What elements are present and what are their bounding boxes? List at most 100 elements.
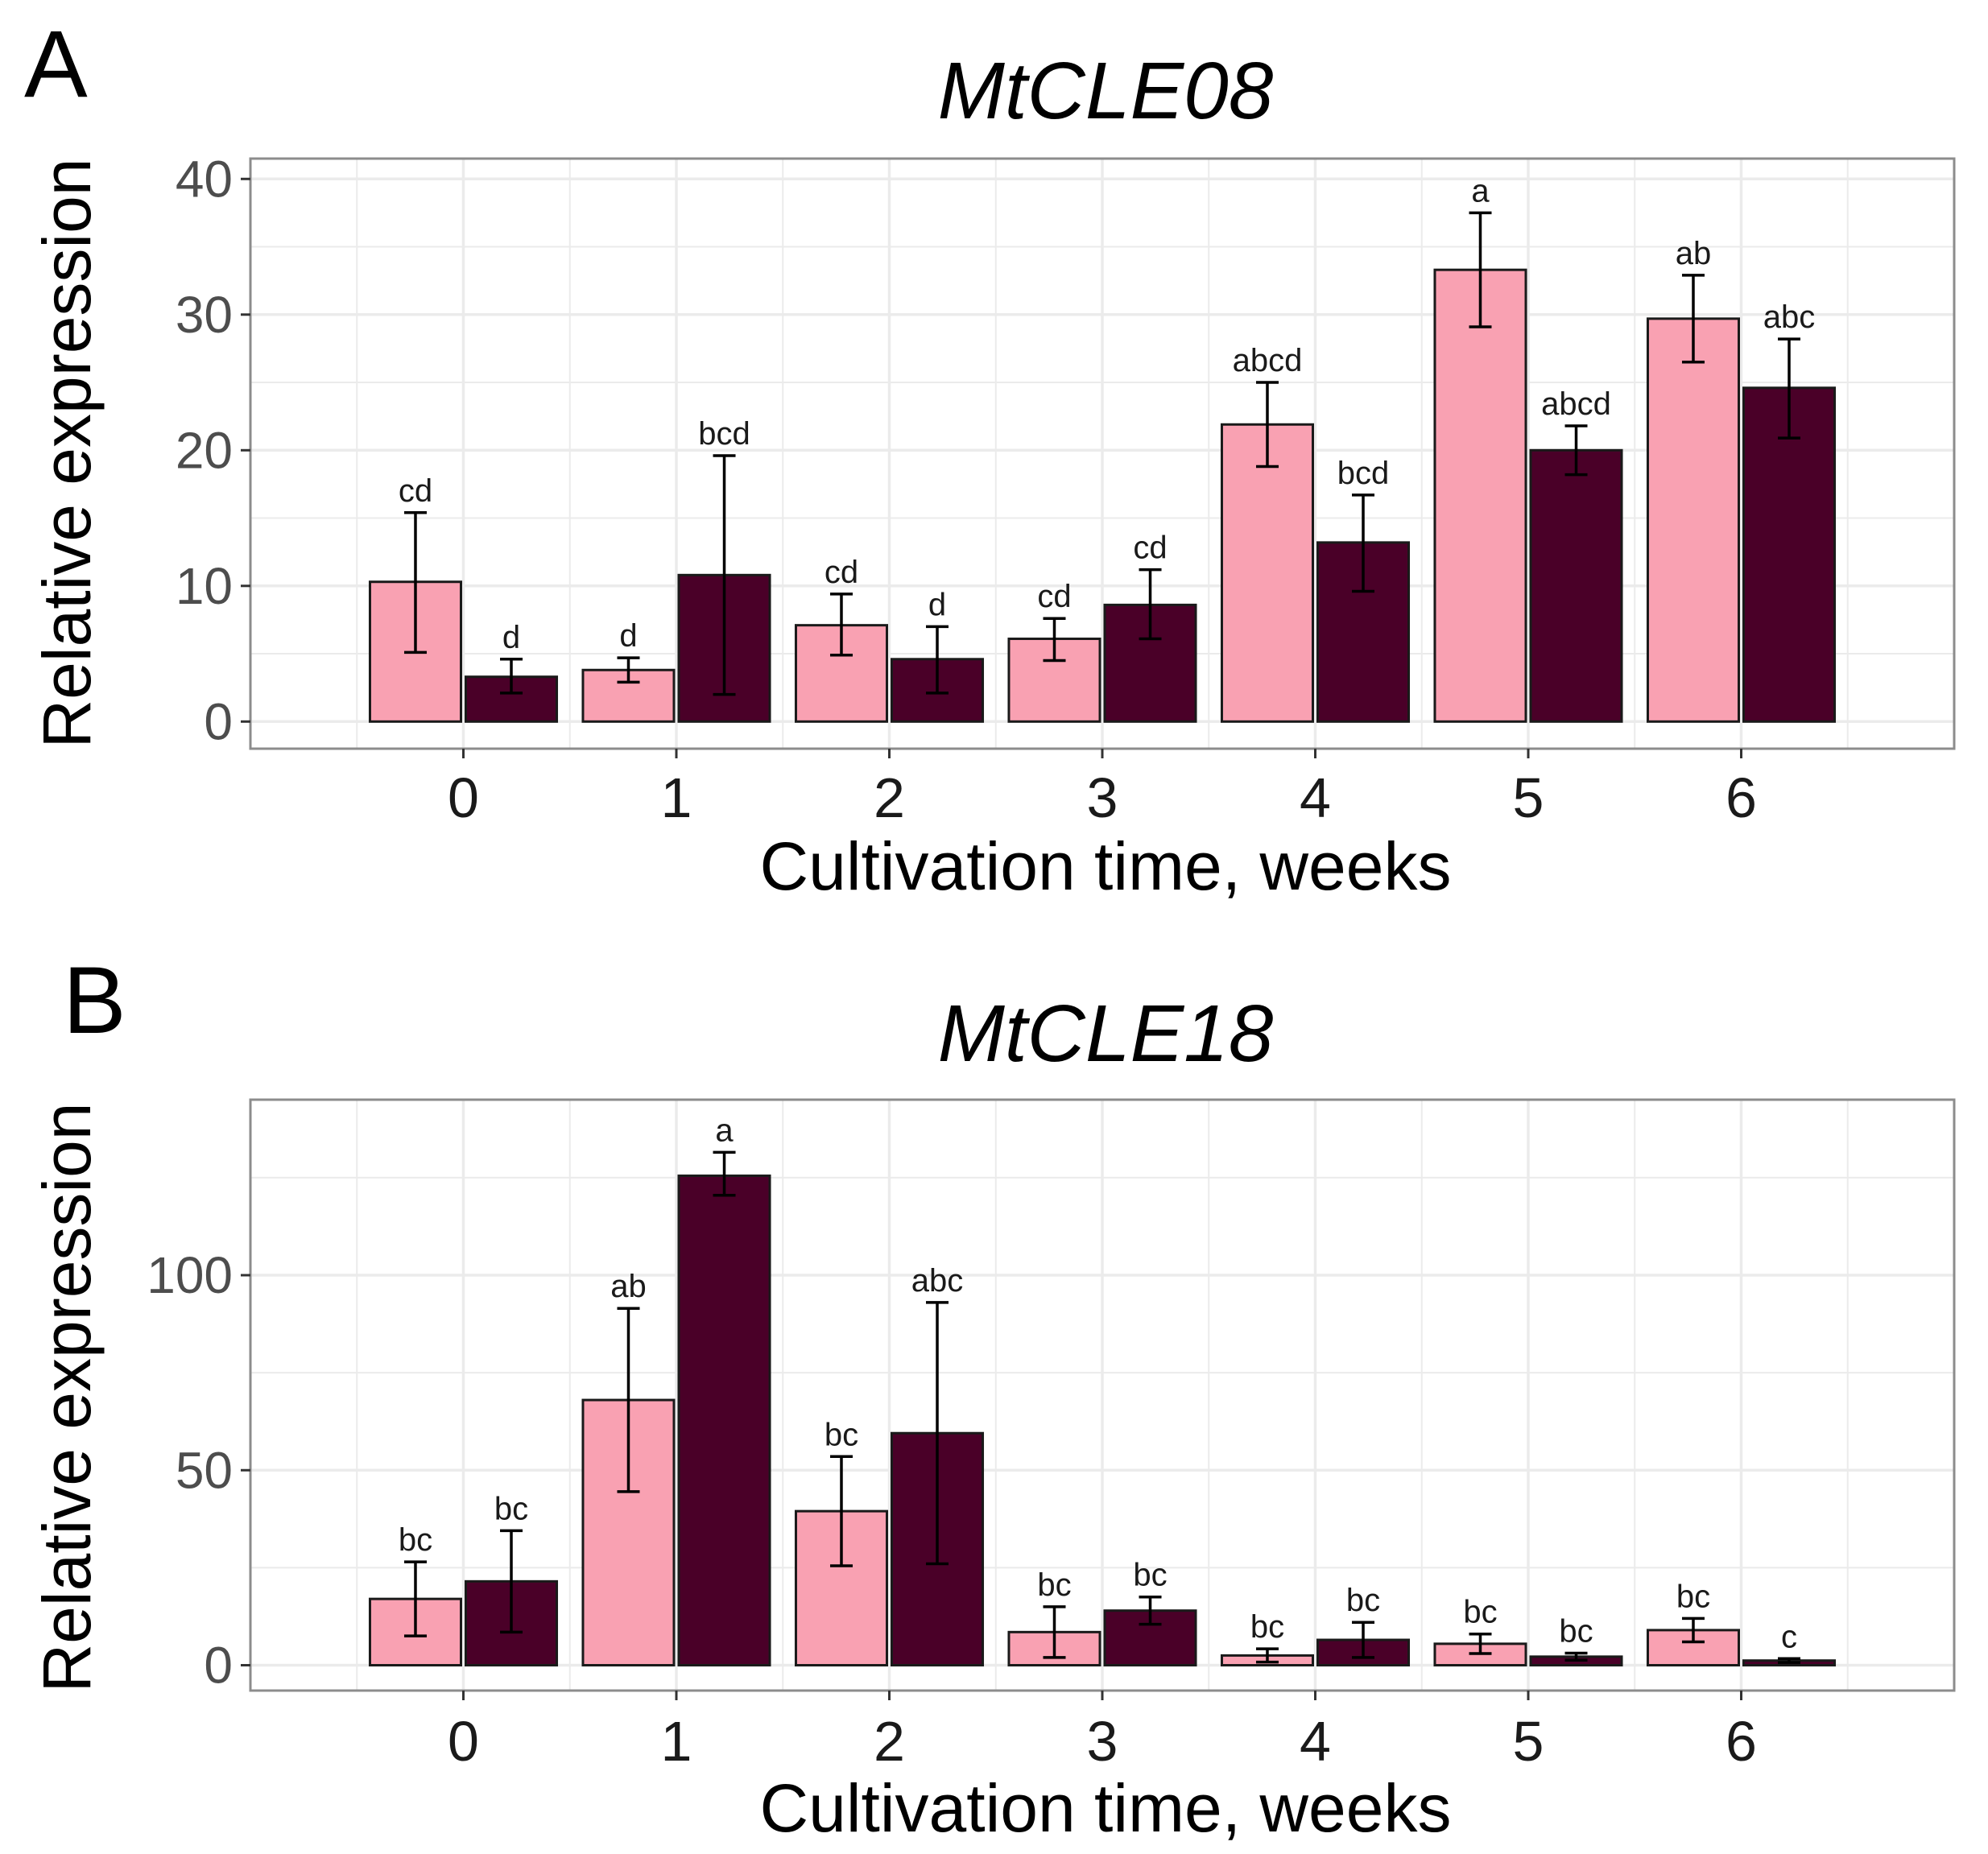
significance-letter: a <box>715 1113 734 1148</box>
error-bar <box>1469 211 1492 328</box>
x-tick-label: 3 <box>1087 766 1118 829</box>
error-bar <box>1352 493 1375 593</box>
significance-letter: a <box>1471 173 1490 209</box>
y-tick-label: 0 <box>204 1637 233 1695</box>
error-bar <box>926 1301 949 1566</box>
significance-letter: d <box>502 620 520 655</box>
series-dark: d bcd d cd bcd abcd abc <box>465 299 1837 723</box>
error-bar <box>829 593 853 657</box>
x-tick-label: 4 <box>1300 1710 1331 1773</box>
significance-letter: ab <box>1676 236 1712 271</box>
error-bar <box>1043 1605 1066 1659</box>
error-bar <box>403 511 427 654</box>
panel-letter: A <box>24 11 88 118</box>
series-light: bc ab bc bc bc bc bc <box>368 1269 1740 1667</box>
y-tick-label: 30 <box>176 286 233 344</box>
series-dark: bc a abc bc bc bc c <box>465 1113 1837 1667</box>
error-bar <box>1469 1632 1492 1655</box>
x-axis-label: Cultivation time, weeks <box>760 1770 1452 1846</box>
chart-title: MtCLE18 <box>938 989 1274 1079</box>
x-tick-label: 1 <box>661 766 692 829</box>
x-tick-label: 5 <box>1513 1710 1544 1773</box>
significance-letter: c <box>1781 1619 1797 1654</box>
significance-letter: cd <box>399 473 432 509</box>
error-bar <box>500 1529 523 1634</box>
panel-a: A MtCLE08 Cultivation time, weeks Relati… <box>24 11 1956 904</box>
significance-letter: abcd <box>1541 386 1611 422</box>
error-bar <box>1352 1621 1375 1659</box>
significance-letter: bcd <box>698 416 750 452</box>
significance-letter: d <box>928 587 946 622</box>
y-tick-label: 40 <box>176 150 233 208</box>
significance-letter: bc <box>1133 1558 1167 1593</box>
error-bar <box>617 656 640 684</box>
significance-letter: cd <box>825 555 858 590</box>
error-bar <box>403 1560 427 1637</box>
bar-light-week-4 <box>1220 423 1314 723</box>
x-tick-label: 2 <box>874 766 905 829</box>
x-tick-label: 6 <box>1726 1710 1757 1773</box>
significance-letter: bc <box>1037 1567 1071 1603</box>
significance-letter: bc <box>1250 1609 1284 1645</box>
significance-letter: abcd <box>1233 343 1303 378</box>
y-tick-label: 20 <box>176 421 233 479</box>
bar-dark-week-1 <box>677 1174 771 1667</box>
significance-letter: ab <box>610 1269 647 1304</box>
significance-letter: bc <box>399 1522 432 1558</box>
error-bar <box>1043 617 1066 663</box>
panel-b: B MtCLE18 Cultivation time, weeks Relati… <box>29 948 1956 1846</box>
bar-light-week-5 <box>1433 268 1527 723</box>
x-tick-label: 3 <box>1087 1710 1118 1773</box>
error-bar <box>617 1307 640 1493</box>
x-tick-label: 6 <box>1726 766 1757 829</box>
y-axis-label: Relative expression <box>29 158 105 748</box>
error-bar <box>926 625 949 695</box>
error-bar <box>1778 337 1801 440</box>
x-tick-label: 5 <box>1513 766 1544 829</box>
x-axis-label: Cultivation time, weeks <box>760 828 1452 904</box>
y-tick-label: 100 <box>147 1246 233 1304</box>
error-bar <box>713 1150 736 1197</box>
bar-light-week-6 <box>1646 317 1740 723</box>
panel-letter: B <box>63 948 126 1054</box>
error-bar <box>1255 1647 1279 1664</box>
gridlines <box>250 159 1954 749</box>
significance-letter: abc <box>1763 299 1816 335</box>
significance-letter: bc <box>1346 1583 1380 1618</box>
significance-letter: d <box>619 618 637 654</box>
significance-letter: cd <box>1037 579 1071 614</box>
bar-dark-week-6 <box>1742 386 1837 723</box>
error-bar <box>1139 568 1162 641</box>
error-bar <box>1681 274 1705 364</box>
y-tick-label: 0 <box>204 692 233 750</box>
error-bar <box>1139 1595 1162 1626</box>
error-bar <box>1681 1617 1705 1644</box>
significance-letter: bc <box>825 1417 858 1452</box>
y-axis-label: Relative expression <box>29 1102 105 1692</box>
significance-letter: bc <box>1676 1579 1710 1614</box>
y-tick-label: 50 <box>176 1441 233 1499</box>
bar-dark-week-5 <box>1529 448 1623 723</box>
significance-letter: bc <box>1559 1613 1593 1649</box>
error-bar <box>1564 1651 1588 1662</box>
error-bar <box>1778 1657 1801 1664</box>
error-bar <box>713 454 736 696</box>
series-light: cd d cd cd abcd a ab <box>368 173 1740 723</box>
y-tick-label: 10 <box>176 557 233 615</box>
x-tick-label: 1 <box>661 1710 692 1773</box>
significance-letter: abc <box>911 1263 964 1299</box>
significance-letter: cd <box>1133 531 1167 566</box>
error-bar <box>829 1455 853 1567</box>
error-bar <box>500 658 523 695</box>
x-tick-label: 2 <box>874 1710 905 1773</box>
chart-title: MtCLE08 <box>938 46 1274 136</box>
error-bar <box>1564 424 1588 477</box>
significance-letter: bc <box>494 1491 528 1526</box>
significance-letter: bc <box>1463 1595 1497 1630</box>
x-tick-label: 4 <box>1300 766 1331 829</box>
error-bar <box>1255 381 1279 469</box>
x-tick-label: 0 <box>448 766 479 829</box>
significance-letter: bcd <box>1337 456 1390 491</box>
x-tick-label: 0 <box>448 1710 479 1773</box>
